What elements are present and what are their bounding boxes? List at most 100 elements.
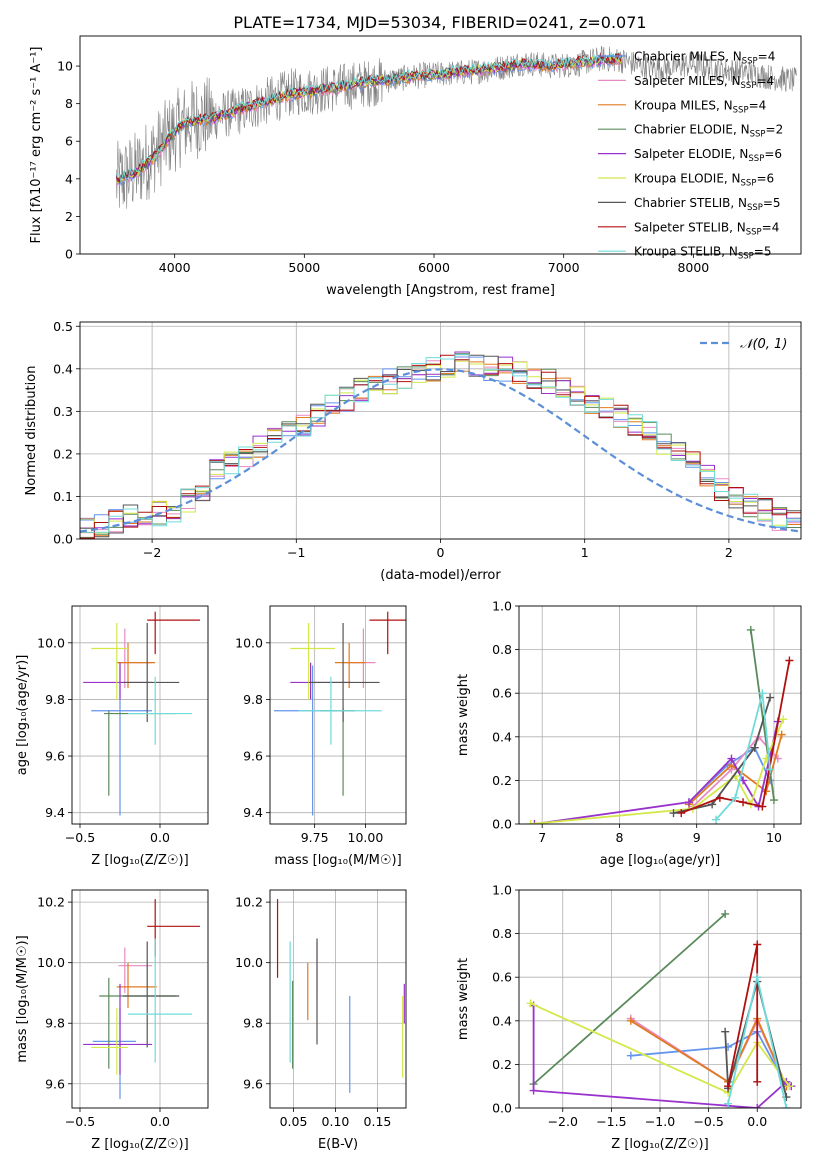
y-tick-label: 9.8	[45, 692, 65, 707]
y-tick-label: 6	[65, 134, 73, 149]
model-spectrum-line	[116, 51, 623, 184]
weight-point-marker	[724, 1082, 733, 1091]
y-tick-label: 8	[65, 96, 73, 111]
age-vs-metallicity-panel: −0.5 0.0 9.4 9.6 9.8 10.0 Z [log₁₀(Z/Z☉)] age […	[15, 605, 209, 868]
x-axis-label: Z [log₁₀(Z/Z☉)]	[91, 1137, 188, 1152]
axes-frame	[269, 889, 407, 1109]
model-spectrum-line	[115, 54, 623, 183]
weight-point-marker	[721, 909, 730, 918]
y-tick-label: 0.4	[53, 361, 73, 376]
weight-point-marker	[731, 793, 740, 802]
x-axis-label: E(B-V)	[318, 1137, 358, 1152]
weight-series-line	[749, 629, 775, 801]
x-tick-label: 2	[725, 545, 733, 560]
x-tick-label: 5000	[288, 260, 320, 275]
x-tick-label: 1	[581, 545, 589, 560]
x-tick-label: 0	[437, 545, 445, 560]
legend-label: Chabrier MILES, NSSP=4	[634, 50, 775, 67]
legend-label: Kroupa STELIB, NSSP=5	[634, 245, 772, 262]
y-tick-label: 10.2	[37, 895, 65, 910]
weight-series-line	[715, 692, 771, 821]
weight-point-marker	[727, 754, 736, 763]
y-tick-label: 9.6	[45, 749, 65, 764]
histogram-series	[80, 354, 801, 538]
x-tick-label: 8000	[677, 260, 709, 275]
weight-series-line	[688, 734, 783, 806]
x-tick-label: −0.5	[693, 1114, 723, 1129]
x-axis-label: (data-model)/error	[380, 568, 501, 583]
spectrum-data-line	[116, 46, 798, 209]
y-axis-label: age [log₁₀(age/yr)]	[15, 655, 30, 776]
plot-area	[274, 611, 406, 816]
y-tick-label: 9.8	[243, 1016, 263, 1031]
y-tick-label: 9.4	[45, 805, 65, 820]
weight-point-marker	[753, 1077, 762, 1086]
axes-frame	[71, 889, 209, 1109]
y-tick-label: 0.8	[492, 642, 512, 657]
weight-point-marker	[715, 793, 724, 802]
weight-point-marker	[750, 743, 759, 752]
model-spectrum-line	[116, 55, 623, 181]
x-tick-label: 7	[538, 830, 546, 845]
x-tick-label: −1.5	[596, 1114, 626, 1129]
y-tick-label: 10.2	[235, 895, 263, 910]
x-tick-label: 7000	[548, 260, 580, 275]
x-tick-label: 10	[766, 830, 782, 845]
y-tick-label: 0.0	[492, 817, 512, 832]
weight-series-line	[673, 697, 771, 814]
age-vs-mass-panel: 9.75 10.00 9.4 9.6 9.8 10.0 mass [log₁₀(M/M☉)]	[235, 605, 407, 868]
spectrum-panel: 4000 5000 6000 7000 8000 0 2 4 6 8 10 wavelength [A…	[29, 35, 802, 298]
weight-point-marker	[746, 625, 755, 634]
y-tick-label: 0.2	[492, 773, 512, 788]
weight-point-marker	[721, 1027, 730, 1036]
axes-frame	[79, 321, 802, 540]
y-tick-label: 0.4	[492, 1013, 512, 1028]
weight-point-marker	[769, 796, 778, 805]
x-tick-label: 4000	[159, 260, 191, 275]
legend-label: Chabrier ELODIE, NSSP=2	[634, 123, 783, 140]
x-tick-label: 0.0	[150, 830, 170, 845]
x-tick-label: 10.00	[348, 830, 384, 845]
legend-label: Kroupa ELODIE, NSSP=6	[634, 172, 774, 189]
legend-label: Kroupa MILES, NSSP=4	[634, 98, 766, 115]
weight-point-marker	[785, 1082, 794, 1091]
model-spectrum-line	[115, 52, 623, 183]
y-axis-label: mass weight	[456, 674, 471, 756]
x-axis-label: Z [log₁₀(Z/Z☉)]	[611, 1137, 708, 1152]
spectrum-legend: Chabrier MILES, NSSP=4 Salpeter MILES, NS…	[598, 50, 783, 262]
weight-point-marker	[529, 1086, 538, 1095]
histogram-series	[80, 353, 801, 533]
weight-point-marker	[739, 798, 748, 807]
x-tick-label: −2.0	[548, 1114, 578, 1129]
weight-point-marker	[785, 656, 794, 665]
plot-area	[276, 899, 405, 1093]
x-tick-label: −1	[287, 545, 305, 560]
weight-vs-age-panel: 7 8 9 10 0.0 0.2 0.4 0.6 0.8 1.0 age [log₁₀(age/yr…	[456, 599, 802, 868]
plot-area	[115, 46, 798, 209]
x-tick-label: 9	[693, 830, 701, 845]
y-tick-label: 0.6	[492, 686, 512, 701]
y-tick-label: 2	[65, 209, 73, 224]
x-axis-label: age [log₁₀(age/yr)]	[600, 853, 721, 868]
weight-point-marker	[684, 798, 693, 807]
legend-label: Chabrier STELIB, NSSP=5	[634, 196, 781, 213]
weight-point-marker	[724, 1099, 733, 1108]
normal-reference-curve	[80, 368, 801, 533]
x-tick-label: −0.5	[65, 1114, 95, 1129]
weight-point-marker	[626, 1051, 635, 1060]
mass-vs-metallicity-panel: −0.5 0.0 9.6 9.8 10.0 10.2 Z [log₁₀(Z/Z☉)] mass…	[15, 889, 209, 1152]
y-tick-label: 9.4	[243, 805, 263, 820]
y-axis-label: Normed distribution	[24, 366, 39, 496]
weight-point-marker	[677, 809, 686, 818]
y-tick-label: 1.0	[492, 599, 512, 614]
weight-point-marker	[526, 820, 535, 824]
y-tick-label: 10.0	[37, 955, 65, 970]
plot-area	[80, 351, 801, 539]
y-axis-label: mass weight	[456, 958, 471, 1040]
x-axis-label: mass [log₁₀(M/M☉)]	[274, 853, 401, 868]
weight-series-line	[530, 719, 785, 824]
x-tick-label: 0.0	[150, 1114, 170, 1129]
mass-vs-extinction-panel: 0.05 0.10 0.15 9.6 9.8 10.0 10.2 E(B-V)	[235, 889, 407, 1152]
y-tick-label: 9.8	[45, 1016, 65, 1031]
